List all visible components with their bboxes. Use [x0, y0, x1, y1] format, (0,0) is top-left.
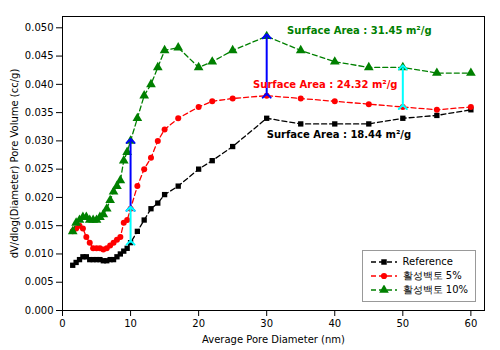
svg-text:0.010: 0.010 — [25, 248, 54, 259]
svg-text:0.050: 0.050 — [25, 22, 54, 33]
svg-text:0.020: 0.020 — [25, 192, 54, 203]
svg-text:40: 40 — [328, 318, 341, 329]
svg-text:0.030: 0.030 — [25, 135, 54, 146]
svg-text:0: 0 — [59, 318, 65, 329]
svg-text:Surface Area : 18.44 m²/g: Surface Area : 18.44 m²/g — [267, 129, 411, 140]
svg-text:0.040: 0.040 — [25, 79, 54, 90]
svg-text:Surface Area : 31.45 m²/g: Surface Area : 31.45 m²/g — [287, 25, 431, 36]
html-text:활성백토 5%: 활성백토 5% — [402, 270, 462, 281]
svg-text:20: 20 — [192, 318, 205, 329]
html-text:활성백토 10%: 활성백토 10% — [402, 284, 468, 295]
svg-text:60: 60 — [465, 318, 478, 329]
svg-text:0.015: 0.015 — [25, 220, 54, 231]
svg-text:0.005: 0.005 — [25, 276, 54, 287]
svg-text:0.000: 0.000 — [25, 305, 54, 316]
svg-text:10: 10 — [124, 318, 137, 329]
svg-text:0.025: 0.025 — [25, 163, 54, 174]
svg-text:30: 30 — [260, 318, 273, 329]
svg-text:Surface Area : 24.32 m²/g: Surface Area : 24.32 m²/g — [253, 79, 397, 90]
svg-text:dV/dlog(Diameter) Pore Volume: dV/dlog(Diameter) Pore Volume (cc/g) — [9, 69, 20, 259]
html-text:Reference: Reference — [402, 256, 453, 267]
svg-text:0.045: 0.045 — [25, 50, 54, 61]
svg-text:50: 50 — [396, 318, 409, 329]
svg-text:Average Pore Diameter (nm): Average Pore Diameter (nm) — [202, 334, 345, 345]
svg-text:0.035: 0.035 — [25, 107, 54, 118]
